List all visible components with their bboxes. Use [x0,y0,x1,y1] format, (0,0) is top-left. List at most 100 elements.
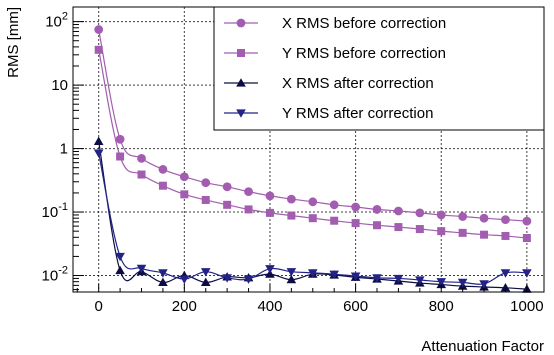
x-axis-title: Attenuation Factor [421,338,544,355]
data-point [265,265,275,274]
data-point [286,268,297,277]
data-point [373,221,382,230]
data-point [244,205,253,214]
legend: X RMS before correction Y RMS before corr… [213,6,545,131]
data-point [522,216,532,226]
data-point [351,219,360,228]
data-point [223,200,232,209]
data-point [158,269,168,278]
data-point [115,265,125,275]
data-point [93,149,104,158]
data-point [437,227,446,236]
data-point [179,275,190,284]
x-tick-label: 400 [257,298,282,315]
data-point [457,278,468,288]
data-point [265,208,274,217]
data-point [244,187,253,196]
data-point [500,269,511,278]
x-tick-label: 0 [95,298,103,315]
data-point [115,252,125,262]
y-tick-label: 10-2 [42,265,68,285]
series-2 [94,45,531,243]
series-1 [94,25,532,226]
legend-marker [236,109,246,118]
x-tick-label: 1000 [510,298,543,315]
data-point [200,277,211,286]
data-point [393,274,404,284]
data-point [307,269,318,278]
legend-entry: Y RMS before correction [224,45,446,62]
data-point [522,234,531,243]
data-point [415,225,424,234]
data-point [394,206,403,216]
data-point [158,181,167,190]
data-point [179,172,189,182]
data-point [436,210,446,220]
data-point [287,211,296,220]
data-point [308,214,317,223]
data-point [265,269,275,278]
data-point [94,45,103,54]
data-point [115,134,125,144]
data-point [286,194,296,204]
x-tick-label: 600 [343,298,368,315]
legend-marker [236,78,246,87]
y-tick-label: 10-1 [42,201,68,221]
data-point [436,278,447,287]
series [93,25,532,293]
data-point [308,197,318,207]
legend-label: X RMS before correction [282,15,446,32]
data-point [136,264,147,274]
data-point [479,280,489,289]
data-point [286,274,297,284]
data-point [93,136,104,145]
data-point [94,25,104,34]
data-point [243,275,254,284]
data-point [415,208,425,218]
y-axis-title: RMS [mm] [5,7,22,78]
data-point [501,215,510,225]
data-point [180,190,189,199]
data-point [351,202,360,212]
data-point [479,213,489,223]
legend-box [213,6,545,131]
legend-marker [237,49,245,57]
y-tick-label: 10 [51,77,68,94]
data-point [329,270,339,279]
legend-label: Y RMS after correction [282,105,433,122]
data-point [137,154,146,163]
data-point [372,205,382,214]
data-point [480,230,489,239]
axes: 0 200 400 600 800 1000 10-2 10-1 1 10 102 [42,11,544,315]
legend-marker [236,18,246,28]
data-point [350,272,361,281]
data-point [372,274,382,283]
data-point [522,269,532,278]
x-tick-label: 800 [429,298,454,315]
data-point [329,200,339,210]
x-tick-label: 200 [172,298,197,315]
data-point [458,228,467,237]
data-point [501,231,510,240]
data-point [500,283,511,292]
data-point [200,268,211,277]
legend-entry: Y RMS after correction [224,105,433,122]
data-point [158,277,168,286]
data-point [201,195,210,204]
data-point [458,212,468,221]
data-point [330,216,339,225]
data-point [222,274,232,283]
data-point [394,223,403,232]
data-point [116,152,125,161]
y-tick-label: 1 [60,141,68,158]
legend-label: Y RMS before correction [282,45,446,62]
data-point [137,170,146,179]
legend-label: X RMS after correction [282,75,434,92]
data-point [158,164,168,174]
data-point [201,178,211,188]
y-tick-label: 102 [45,11,68,31]
legend-entry: X RMS before correction [224,15,446,32]
legend-entry: X RMS after correction [224,75,434,92]
data-point [222,182,232,192]
